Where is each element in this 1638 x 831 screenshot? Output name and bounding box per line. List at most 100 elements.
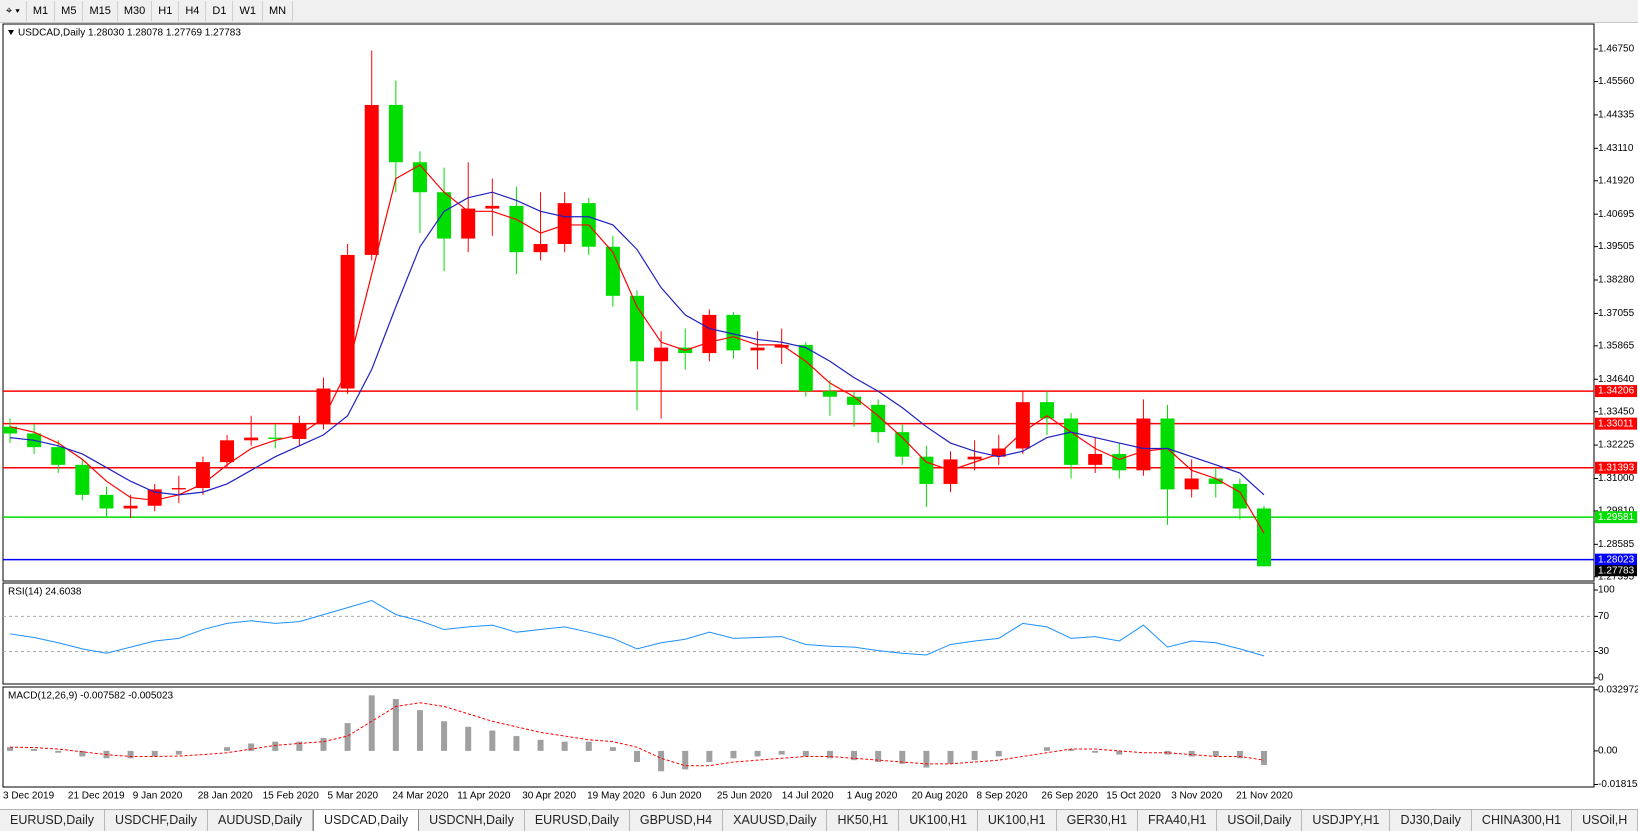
chart-tab[interactable]: USOil,Daily xyxy=(1217,810,1303,831)
x-tick-label: 25 Jun 2020 xyxy=(717,791,772,802)
histogram-bar xyxy=(513,736,520,751)
histogram-bar xyxy=(634,750,640,762)
chart-tab[interactable]: AUDUSD,Daily xyxy=(208,810,314,831)
histogram-bar xyxy=(441,721,448,751)
candle-body xyxy=(268,437,283,439)
chart-tab[interactable]: USDJPY,H1 xyxy=(1302,810,1391,831)
histogram-bar xyxy=(1261,750,1267,765)
histogram-bar xyxy=(272,741,279,751)
x-tick-label: 21 Dec 2019 xyxy=(68,791,125,802)
chart-tab[interactable]: EURUSD,Daily xyxy=(525,810,630,831)
toolbar: ⌖ ▾ M1 M5 M15 M30 H1 H4 D1 W1 MN xyxy=(0,0,1638,23)
candle-body xyxy=(147,489,162,506)
chart-tab[interactable]: GER30,H1 xyxy=(1057,810,1139,831)
macd-header: MACD(12,26,9) -0.007582 -0.005023 xyxy=(8,691,174,702)
level-label-box xyxy=(1595,461,1637,474)
candle-body xyxy=(220,440,235,463)
level-label-box xyxy=(1595,385,1637,398)
chart-tab[interactable]: XAUUSD,Daily xyxy=(723,810,828,831)
price-panel xyxy=(2,23,1595,582)
histogram-bar xyxy=(851,750,858,761)
candle-body xyxy=(1015,402,1030,449)
chart-tab[interactable]: USDCHF,Daily xyxy=(105,810,208,831)
level-label: 1.29581 xyxy=(1598,512,1635,523)
candle-body xyxy=(316,388,331,424)
timeframe-button[interactable]: M5 xyxy=(55,1,84,21)
chart-tab[interactable]: DJ30,Daily xyxy=(1390,810,1472,831)
chart-tab[interactable]: USDCAD,Daily xyxy=(313,810,420,831)
chart-tab[interactable]: EURUSD,Daily xyxy=(0,810,106,831)
timeframe-button[interactable]: M15 xyxy=(83,1,118,21)
histogram-bar xyxy=(1092,750,1099,753)
chart-tab[interactable]: UK100,H1 xyxy=(899,810,978,831)
level-label-box xyxy=(1595,417,1637,430)
y-tick-label: 1.32225 xyxy=(1598,440,1635,451)
chart-tabs: EURUSD,Daily USDCHF,Daily AUDUSD,Daily USDC… xyxy=(0,809,1638,831)
rsi-panel xyxy=(2,582,1595,685)
histogram-bar xyxy=(706,750,713,762)
chart-tab[interactable]: UK100,H1 xyxy=(978,810,1057,831)
y-tick-label: 1.40695 xyxy=(1598,209,1635,220)
level-label: 1.28023 xyxy=(1598,554,1635,565)
chart-tab[interactable]: USDCNH,Daily xyxy=(419,810,525,831)
y-tick-label: 1.33450 xyxy=(1598,406,1635,417)
candle-body xyxy=(461,208,476,239)
timeframe-button[interactable]: M1 xyxy=(27,1,56,21)
timeframe-button[interactable]: W1 xyxy=(233,1,263,21)
candle-body xyxy=(1039,402,1054,419)
histogram-bar xyxy=(1068,749,1075,751)
histogram-bar xyxy=(778,750,785,755)
candle-body xyxy=(3,426,17,434)
histogram-bar xyxy=(730,750,737,759)
y-tick-label: 1.34640 xyxy=(1598,374,1635,385)
toolbar-tool[interactable]: ⌖ ▾ xyxy=(0,1,27,21)
chart-tab[interactable]: FRA40,H1 xyxy=(1138,810,1218,831)
histogram-bar xyxy=(224,747,231,751)
histogram-bar xyxy=(175,750,182,755)
chart-tab[interactable]: GBPUSD,H4 xyxy=(630,810,724,831)
histogram-bar xyxy=(585,741,592,751)
histogram-bar xyxy=(1164,750,1171,755)
timeframe-button[interactable]: H4 xyxy=(179,1,207,21)
histogram-bar xyxy=(392,699,399,751)
indicator-line xyxy=(9,600,1265,657)
candle-body xyxy=(1208,478,1223,484)
candle-body xyxy=(1232,483,1247,509)
chart-tab[interactable]: CHINA300,H1 xyxy=(1472,810,1573,831)
candle-body xyxy=(1160,418,1175,490)
level-label-box xyxy=(1595,511,1637,524)
candle-body xyxy=(557,203,572,245)
x-tick-label: 20 Aug 2020 xyxy=(912,791,969,802)
level-label: 1.33011 xyxy=(1598,418,1634,429)
y-tick-label: 1.27395 xyxy=(1598,571,1635,582)
histogram-bar xyxy=(31,749,38,751)
histogram-bar xyxy=(899,750,906,764)
chart-tab[interactable]: HK50,H1 xyxy=(827,810,900,831)
histogram-bar xyxy=(947,750,954,764)
histogram-bar xyxy=(296,741,303,751)
chart-tab[interactable]: USOil,H xyxy=(1572,810,1638,831)
histogram-bar xyxy=(826,750,833,759)
timeframe-button[interactable]: MN xyxy=(263,1,294,21)
x-tick-label: 8 Sep 2020 xyxy=(977,791,1029,802)
macd-panel xyxy=(2,686,1595,788)
y-tick-label: 70 xyxy=(1598,611,1610,622)
histogram-bar xyxy=(923,750,930,768)
timeframe-button[interactable]: D1 xyxy=(206,1,234,21)
signal-line xyxy=(9,702,1265,767)
current-price-label: 1.27783 xyxy=(1598,565,1635,576)
candle-body xyxy=(533,244,548,253)
timeframe-button[interactable]: M30 xyxy=(118,1,153,21)
candle-body xyxy=(1088,453,1103,465)
histogram-bar xyxy=(416,710,423,751)
y-tick-label: -0.018154 xyxy=(1598,779,1638,790)
histogram-bar xyxy=(995,750,1002,757)
histogram-bar xyxy=(754,750,761,757)
x-tick-label: 11 Apr 2020 xyxy=(457,791,511,802)
candle-body xyxy=(75,464,90,495)
timeframe-button[interactable]: H1 xyxy=(152,1,180,21)
y-tick-label: 30 xyxy=(1598,646,1610,657)
current-price-box xyxy=(1595,565,1637,577)
candle-body xyxy=(123,505,138,509)
histogram-bar xyxy=(609,747,616,751)
